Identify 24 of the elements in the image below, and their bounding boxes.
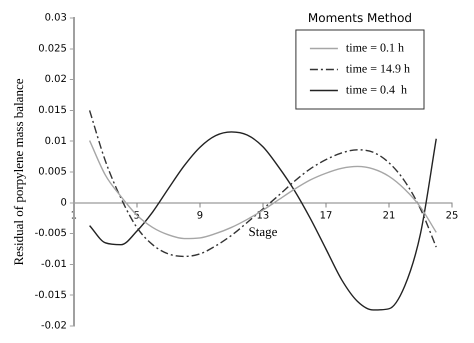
y-axis-title: Residual of porpylene mass balance [11,78,26,266]
y-tick-label: 0.025 [38,43,67,54]
line-series [88,110,437,258]
x-axis-title: Stage [248,224,278,240]
y-tick-label: -0.02 [40,320,67,332]
x-tick-label: 25 [446,210,458,222]
y-tick-label: -0.015 [34,290,67,301]
line-series [88,140,437,240]
x-tick-label: 17 [320,210,332,222]
y-tick-label: -0.005 [34,228,67,240]
legend-label: time = 14.9 h [346,62,410,76]
legend-label: time = 0.4 h [346,82,408,97]
legend-label: time = 0.1 h [346,40,404,55]
legend-title: Moments Method [308,11,412,26]
y-tick-label: 0.01 [44,136,67,147]
y-tick-label: 0.015 [38,104,67,116]
x-tick-label: 9 [196,210,204,222]
x-tick-label: 21 [382,210,396,222]
y-tick-label: 0.03 [44,12,67,24]
y-tick-label: 0.005 [38,166,67,178]
y-tick-label: 0.02 [44,74,67,86]
line-series [88,131,437,311]
y-tick-label: -0.01 [40,258,67,270]
y-tick-label: 0 [60,197,67,208]
